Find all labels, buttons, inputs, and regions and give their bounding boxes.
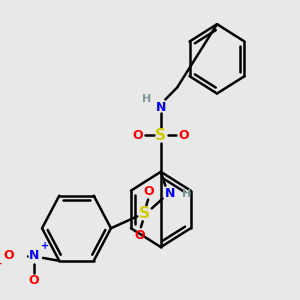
Text: N: N <box>165 187 175 200</box>
Text: O: O <box>178 129 189 142</box>
Text: O: O <box>28 274 39 287</box>
Text: O: O <box>135 229 145 242</box>
Text: +: + <box>41 241 49 251</box>
Text: O: O <box>3 249 14 262</box>
Text: H: H <box>142 94 151 104</box>
Text: N: N <box>29 249 39 262</box>
Text: H: H <box>182 189 191 199</box>
Text: S: S <box>139 206 150 221</box>
Text: O: O <box>144 185 154 198</box>
Text: -: - <box>0 259 2 269</box>
Text: N: N <box>156 101 166 114</box>
Text: O: O <box>133 129 143 142</box>
Text: S: S <box>155 128 166 142</box>
